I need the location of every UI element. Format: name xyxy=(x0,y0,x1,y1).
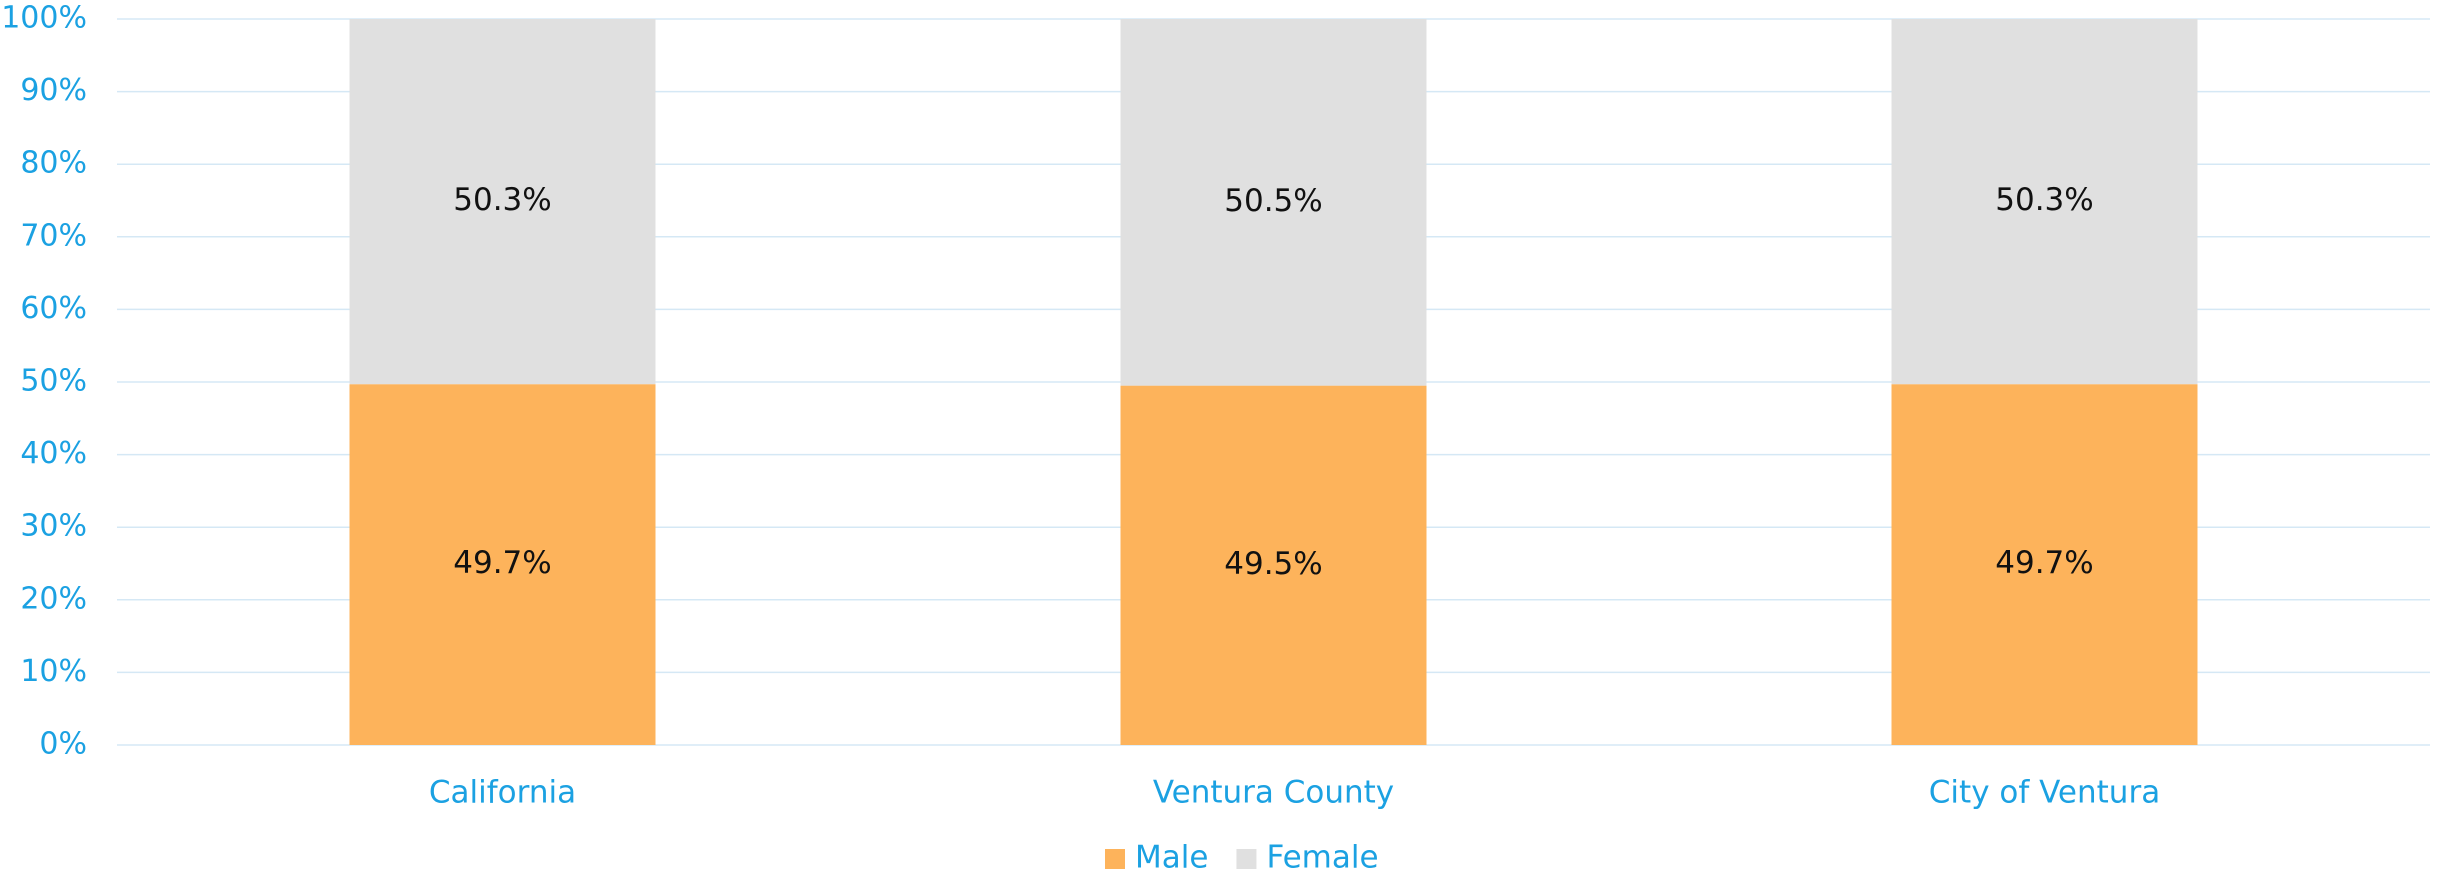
legend-label: Male xyxy=(1135,840,1208,872)
bar-segment xyxy=(349,19,656,385)
data-label: 50.5% xyxy=(1224,183,1322,219)
legend-swatch xyxy=(1236,849,1257,869)
legend-label: Female xyxy=(1266,840,1378,872)
y-tick-label: 80% xyxy=(20,146,87,181)
y-tick-label: 20% xyxy=(20,581,87,616)
data-label: 50.3% xyxy=(453,182,551,218)
y-tick-label: 30% xyxy=(20,509,87,544)
data-label: 50.3% xyxy=(1995,182,2093,218)
x-tick-label: Ventura County xyxy=(1153,775,1394,811)
data-label: 49.5% xyxy=(1224,546,1322,582)
y-tick-label: 40% xyxy=(20,436,87,471)
y-tick-label: 50% xyxy=(20,364,87,399)
y-tick-label: 70% xyxy=(20,218,87,253)
bar-segment xyxy=(1120,385,1427,745)
bar-segment xyxy=(1891,19,2198,385)
data-label: 49.7% xyxy=(1995,545,2093,581)
y-tick-label: 0% xyxy=(39,727,87,762)
y-tick-label: 100% xyxy=(1,1,87,36)
bar-segment xyxy=(1891,384,2198,745)
y-tick-label: 90% xyxy=(20,73,87,108)
legend-swatch xyxy=(1105,849,1125,869)
x-tick-label: City of Ventura xyxy=(1929,775,2160,811)
y-tick-label: 10% xyxy=(20,654,87,689)
x-tick-label: California xyxy=(429,775,576,811)
bar-segment xyxy=(1120,19,1427,386)
bar-segment xyxy=(349,384,656,745)
data-label: 49.7% xyxy=(453,545,551,581)
y-tick-label: 60% xyxy=(20,291,87,326)
